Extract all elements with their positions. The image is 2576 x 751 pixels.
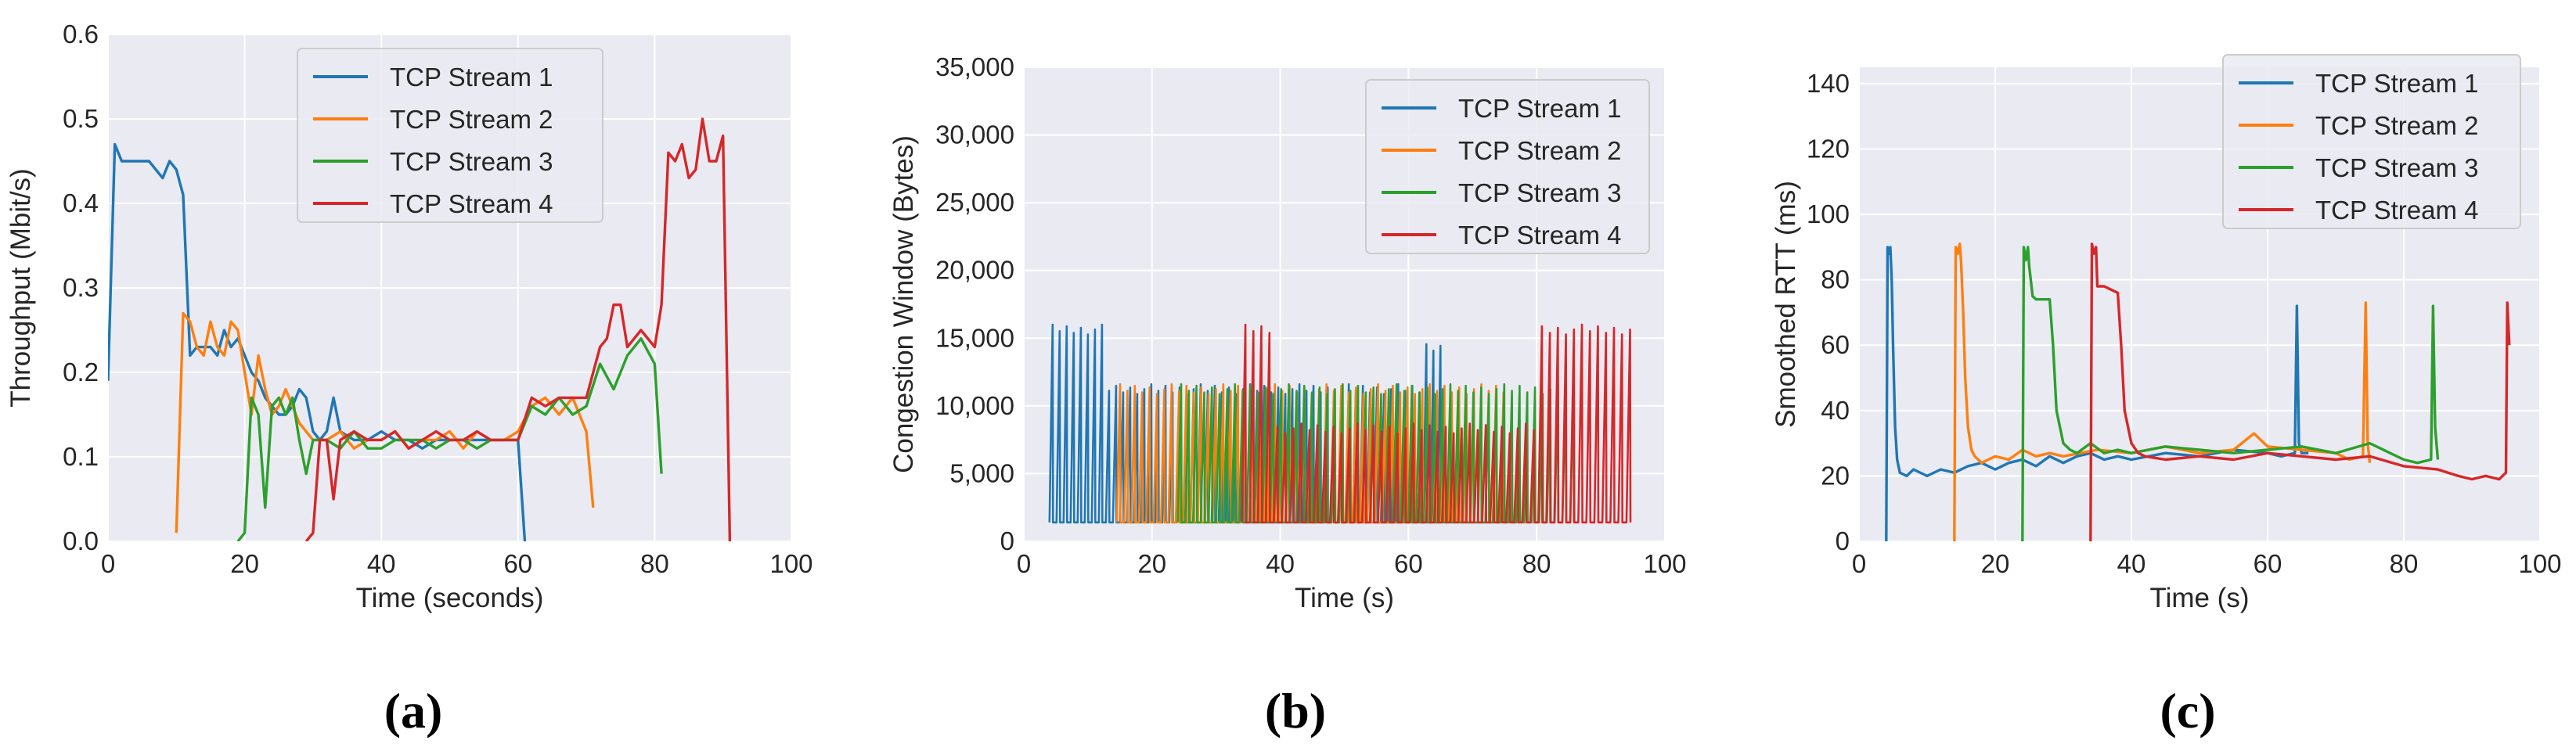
legend-box (297, 48, 603, 223)
x-axis-label: Time (s) (1295, 583, 1394, 613)
x-tick-label: 80 (2390, 549, 2419, 578)
chart-b: 0 20 40 60 80 100 0 5,000 10,000 15,000 20,000 25,0… (888, 52, 1687, 738)
legend-label-4: TCP Stream 4 (390, 189, 553, 218)
series-line-4 (304, 117, 732, 541)
x-tick-label: 80 (640, 549, 669, 578)
x-tick-label: 100 (2518, 549, 2561, 578)
x-tick-label: 40 (367, 549, 396, 578)
x-tick-label: 0 (1852, 549, 1866, 578)
series-line-4 (1241, 323, 1632, 524)
y-tick-label: 0 (1000, 526, 1014, 555)
legend-label-1: TCP Stream 1 (2315, 69, 2478, 98)
x-tick-label: 20 (230, 549, 259, 578)
legend-label-4: TCP Stream 4 (1458, 221, 1621, 250)
panel-label: (c) (2160, 683, 2215, 738)
y-tick-label: 0.3 (63, 273, 99, 302)
x-axis-label: Time (s) (2149, 583, 2249, 613)
x-tick-label: 60 (1394, 549, 1423, 578)
y-tick-label: 0 (1836, 526, 1850, 555)
series-line-3 (236, 337, 663, 541)
series-group (108, 117, 732, 541)
y-tick-label: 20 (1821, 461, 1850, 490)
x-tick-label: 100 (769, 549, 812, 578)
y-tick-label: 140 (1807, 69, 1850, 98)
chart-a: 0 20 40 60 80 100 0.0 0.1 0.2 0.3 0.4 0.5 0.6 Time (s… (5, 20, 813, 738)
x-tick-label: 20 (1137, 549, 1166, 578)
series-group (1885, 243, 2511, 541)
x-tick-label: 60 (2254, 549, 2282, 578)
y-tick-label: 100 (1807, 199, 1850, 228)
y-tick-label: 30,000 (935, 120, 1014, 149)
y-tick-label: 40 (1821, 396, 1850, 425)
x-tick-label: 60 (503, 549, 532, 578)
panel-label: (a) (384, 683, 443, 738)
x-tick-label: 20 (1981, 549, 2010, 578)
series-group (1048, 323, 1632, 524)
y-tick-label: 10,000 (935, 391, 1014, 420)
x-axis-label: Time (seconds) (356, 583, 544, 613)
series-line-4 (2089, 243, 2511, 541)
y-tick-label: 0.5 (63, 104, 99, 133)
legend-label-3: TCP Stream 3 (390, 147, 553, 176)
y-tick-label: 0.6 (63, 20, 99, 49)
y-tick-label: 120 (1807, 134, 1850, 163)
y-axis-label: Smoothed RTT (ms) (1771, 181, 1801, 428)
y-tick-label: 0.2 (63, 358, 99, 386)
legend-box (2222, 54, 2521, 229)
y-tick-label: 60 (1821, 330, 1850, 359)
legend: TCP Stream 1 TCP Stream 2 TCP Stream 3 TCP … (1365, 79, 1650, 254)
y-tick-label: 80 (1821, 265, 1850, 294)
x-tick-label: 100 (1643, 549, 1686, 578)
legend-box (1365, 79, 1650, 254)
legend-label-3: TCP Stream 3 (2315, 153, 2478, 182)
y-axis-label: Congestion Window (Bytes) (888, 135, 919, 473)
series-line-3 (2021, 246, 2440, 541)
panel-label: (b) (1265, 683, 1326, 738)
y-tick-label: 0.1 (63, 442, 99, 471)
y-tick-label: 35,000 (935, 52, 1014, 81)
legend-label-3: TCP Stream 3 (1458, 178, 1621, 207)
y-tick-label: 15,000 (935, 323, 1014, 352)
x-tick-label: 0 (1017, 549, 1031, 578)
legend: TCP Stream 1 TCP Stream 2 TCP Stream 3 TCP … (297, 48, 603, 223)
legend-label-2: TCP Stream 2 (2315, 111, 2478, 140)
legend-label-1: TCP Stream 1 (1458, 94, 1621, 123)
legend-label-2: TCP Stream 2 (390, 105, 553, 134)
x-tick-label: 40 (1266, 549, 1295, 578)
y-axis-label: Throughput (Mbit/s) (5, 168, 36, 407)
legend-label-2: TCP Stream 2 (1458, 136, 1621, 165)
y-tick-label: 20,000 (935, 256, 1014, 285)
legend: TCP Stream 1 TCP Stream 2 TCP Stream 3 TCP … (2222, 54, 2521, 229)
chart-c: 0 20 40 60 80 100 0 20 40 60 80 100 120 140 Time (s) Sm… (1771, 54, 2562, 738)
legend-label-1: TCP Stream 1 (390, 63, 553, 92)
y-tick-label: 25,000 (935, 188, 1014, 217)
legend-label-4: TCP Stream 4 (2315, 196, 2478, 225)
y-tick-label: 0.4 (63, 189, 99, 217)
y-tick-label: 5,000 (949, 458, 1014, 487)
y-tick-label: 0.0 (63, 526, 99, 555)
x-tick-label: 80 (1522, 549, 1551, 578)
x-tick-label: 0 (101, 549, 115, 578)
x-tick-label: 40 (2117, 549, 2146, 578)
